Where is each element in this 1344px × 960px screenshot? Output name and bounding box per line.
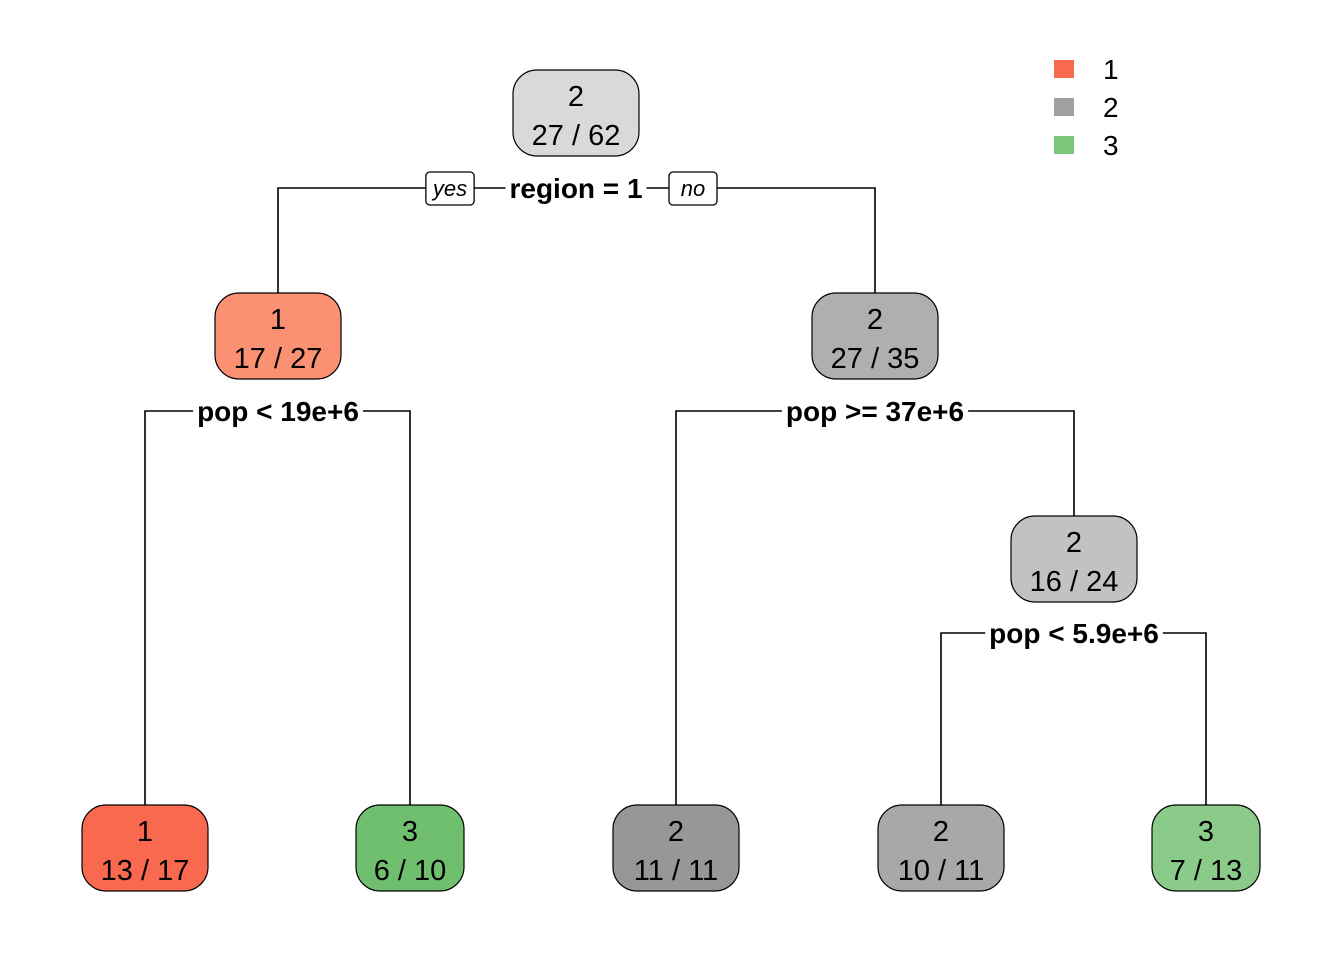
tree-node-leaf-5: 3 7 / 13 — [1151, 804, 1261, 892]
node-stats-label: 27 / 35 — [831, 343, 920, 375]
node-box — [214, 292, 342, 380]
tree-node-n-left: 1 17 / 27 — [214, 292, 342, 380]
legend-label: 1 — [1103, 54, 1119, 85]
node-box — [877, 804, 1005, 892]
node-box — [355, 804, 465, 892]
split-condition: region = 1 — [509, 173, 642, 204]
tree-node-n-right-right: 2 16 / 24 — [1010, 515, 1138, 603]
node-class-label: 2 — [568, 81, 584, 113]
legend-item-2: 2 — [1054, 92, 1119, 123]
split-condition: pop < 5.9e+6 — [989, 618, 1159, 649]
split-label-split-right-right: pop < 5.9e+6 — [985, 618, 1163, 649]
node-stats-label: 16 / 24 — [1030, 566, 1119, 598]
tree-splits: region = 1 pop < 19e+6 pop >= 37e+6 pop < 5… — [193, 171, 1163, 649]
edge-split-right — [675, 410, 1075, 805]
legend-swatch — [1054, 98, 1074, 116]
legend-label: 2 — [1103, 92, 1119, 123]
legend-label: 3 — [1103, 130, 1119, 161]
yes-branch-label-text: yes — [431, 176, 467, 201]
legend-item-3: 3 — [1054, 130, 1119, 161]
node-box — [811, 292, 939, 380]
no-branch-label-box — [668, 171, 718, 206]
tree-node-leaf-2: 3 6 / 10 — [355, 804, 465, 892]
edge-split-left — [144, 410, 411, 805]
yes-branch-label: yes — [425, 171, 475, 206]
node-stats-label: 6 / 10 — [374, 855, 447, 887]
node-box — [1010, 515, 1138, 603]
legend: 1 2 3 — [1054, 54, 1119, 161]
tree-node-leaf-3: 2 11 / 11 — [612, 804, 740, 892]
node-box — [1151, 804, 1261, 892]
no-branch-label-text: no — [681, 176, 705, 201]
node-class-label: 1 — [137, 816, 153, 848]
node-class-label: 2 — [668, 816, 684, 848]
node-class-label: 3 — [402, 816, 418, 848]
node-class-label: 2 — [933, 816, 949, 848]
legend-swatch — [1054, 136, 1074, 154]
node-class-label: 3 — [1198, 816, 1214, 848]
split-label-split-right: pop >= 37e+6 — [781, 396, 969, 427]
node-class-label: 2 — [867, 304, 883, 336]
node-class-label: 2 — [1066, 527, 1082, 559]
node-box — [512, 69, 640, 157]
node-stats-label: 27 / 62 — [532, 120, 621, 152]
node-stats-label: 7 / 13 — [1170, 855, 1243, 887]
edge-split-right-right — [940, 632, 1207, 805]
tree-node-n-right: 2 27 / 35 — [811, 292, 939, 380]
no-branch-label: no — [668, 171, 718, 206]
legend-swatch — [1054, 60, 1074, 78]
split-label-split-left: pop < 19e+6 — [193, 396, 363, 427]
split-condition: pop >= 37e+6 — [786, 396, 964, 427]
split-label-bg — [193, 396, 363, 427]
tree-nodes: 2 27 / 62 1 17 / 27 2 27 / 35 2 16 / 24 1 13 / 17… — [81, 69, 1261, 892]
split-label-bg — [985, 618, 1163, 649]
legend-item-1: 1 — [1054, 54, 1119, 85]
tree-node-leaf-1: 1 13 / 17 — [81, 804, 209, 892]
node-stats-label: 11 / 11 — [634, 855, 718, 887]
node-stats-label: 13 / 17 — [101, 855, 190, 887]
tree-node-root: 2 27 / 62 — [512, 69, 640, 157]
node-box — [81, 804, 209, 892]
node-class-label: 1 — [270, 304, 286, 336]
tree-edges — [144, 187, 1207, 805]
split-condition: pop < 19e+6 — [197, 396, 359, 427]
split-label-bg — [781, 396, 969, 427]
tree-node-leaf-4: 2 10 / 11 — [877, 804, 1005, 892]
yes-branch-label-box — [425, 171, 475, 206]
node-stats-label: 10 / 11 — [898, 855, 985, 887]
split-label-bg — [505, 173, 647, 204]
split-label-split-root: region = 1 — [505, 173, 647, 204]
node-stats-label: 17 / 27 — [234, 343, 323, 375]
node-box — [612, 804, 740, 892]
